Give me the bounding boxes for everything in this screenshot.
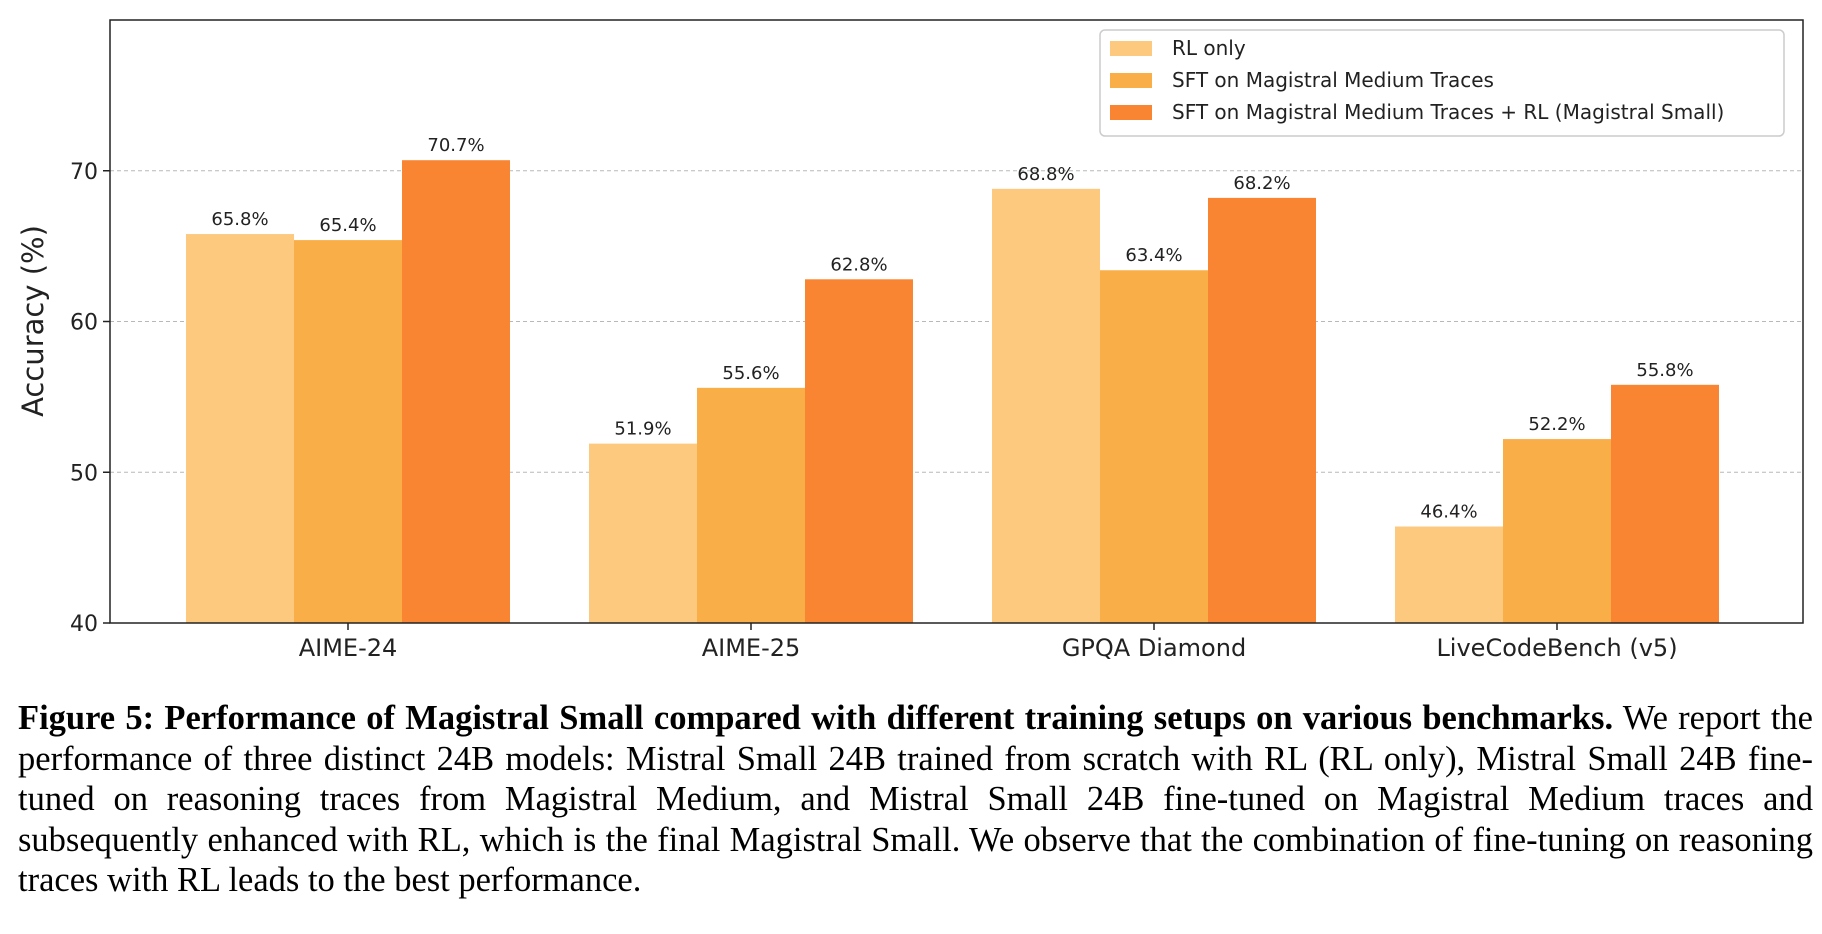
bar-value-label: 65.8% [211,209,268,230]
bar [589,443,697,623]
figure-caption: Figure 5: Performance of Magistral Small… [18,698,1813,901]
x-tick-label: GPQA Diamond [1062,634,1246,662]
bar [1503,439,1611,623]
bar-value-label: 55.6% [722,363,779,384]
bar-chart: 65.8% 65.4% 70.7% 51.9% 55.6% 62.8% 68.8% 63.4%… [16,19,1804,662]
legend-swatch-rl-only [1110,41,1152,56]
y-axis-label: Accuracy (%) [16,225,50,417]
bar [1100,270,1208,623]
bar [697,387,805,623]
x-tick-label: LiveCodeBench (v5) [1436,634,1677,662]
y-tick-label: 50 [70,461,98,486]
bar [186,234,294,623]
bar [992,188,1100,623]
bar [294,240,402,623]
y-tick-label: 70 [70,160,98,185]
bar [1611,384,1719,623]
legend-swatch-sft-rl [1110,105,1152,120]
bar-value-label: 62.8% [830,254,887,275]
bar [402,160,510,623]
bar-value-label: 70.7% [427,135,484,156]
legend-label-sft: SFT on Magistral Medium Traces [1172,68,1494,92]
bar-value-label: 63.4% [1125,245,1182,266]
bars [186,160,1719,623]
legend-frame [1099,29,1785,137]
legend-label-rl-only: RL only [1172,36,1246,60]
data-labels: 65.8% 65.4% 70.7% 51.9% 55.6% 62.8% 68.8% 63.4%… [211,135,1693,522]
bar-value-label: 55.8% [1636,360,1693,381]
x-tick-label: AIME-24 [299,634,398,662]
figure-caption-body: We report the performance of three disti… [18,699,1813,899]
figure-caption-title: Figure 5: Performance of Magistral Small… [18,699,1614,737]
bar-value-label: 52.2% [1528,414,1585,435]
y-tick-label: 40 [70,612,98,637]
bar-value-label: 51.9% [614,419,671,440]
bar [1395,526,1503,623]
bar-value-label: 65.4% [319,215,376,236]
y-axis-ticks: 40 50 60 70 [70,160,110,637]
bar [805,279,913,623]
legend-swatch-sft [1110,73,1152,88]
x-axis-ticks: AIME-24 AIME-25 GPQA Diamond LiveCodeBench … [299,623,1678,662]
legend: RL only SFT on Magistral Medium Traces S… [1099,29,1785,137]
bar-value-label: 68.2% [1233,173,1290,194]
bar [1208,197,1316,623]
bar-value-label: 46.4% [1420,502,1477,523]
bar-value-label: 68.8% [1017,164,1074,185]
legend-label-sft-rl: SFT on Magistral Medium Traces + RL (Mag… [1172,100,1724,124]
y-tick-label: 60 [70,311,98,336]
x-tick-label: AIME-25 [702,634,801,662]
